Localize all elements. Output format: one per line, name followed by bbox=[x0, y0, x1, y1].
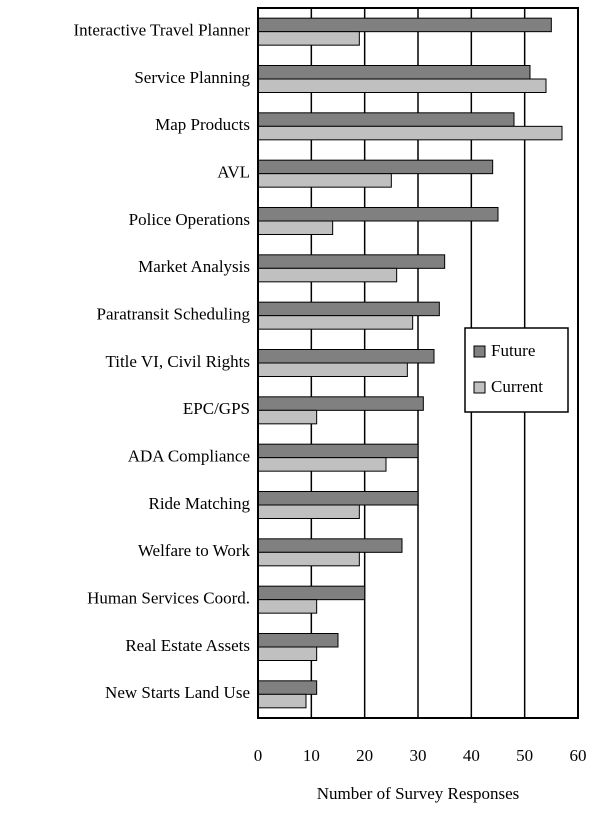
y-tick-label: Market Analysis bbox=[138, 257, 250, 276]
bar bbox=[257, 693, 307, 709]
bar bbox=[257, 17, 552, 33]
bar bbox=[257, 173, 392, 188]
bar bbox=[257, 396, 424, 411]
y-tick-label: Paratransit Scheduling bbox=[97, 305, 251, 324]
legend-box bbox=[464, 327, 569, 413]
legend-label: Current bbox=[491, 377, 543, 396]
bar bbox=[257, 646, 318, 661]
y-tick-label: AVL bbox=[217, 163, 250, 182]
x-tick-label: 30 bbox=[410, 746, 427, 765]
y-tick-label: Human Services Coord. bbox=[87, 589, 250, 608]
bar bbox=[257, 125, 563, 141]
y-tick-label: Welfare to Work bbox=[138, 541, 251, 560]
bar bbox=[257, 65, 531, 80]
bar bbox=[257, 207, 499, 222]
bar bbox=[257, 443, 419, 459]
bar bbox=[257, 504, 360, 519]
bar bbox=[257, 538, 403, 553]
x-tick-label: 10 bbox=[303, 746, 320, 765]
y-tick-label: EPC/GPS bbox=[183, 399, 250, 418]
legend-swatch bbox=[473, 381, 486, 394]
x-tick-label: 0 bbox=[254, 746, 263, 765]
y-tick-label: Ride Matching bbox=[148, 494, 250, 513]
bar bbox=[257, 112, 515, 127]
bar bbox=[257, 409, 318, 425]
x-tick-label: 40 bbox=[463, 746, 480, 765]
x-tick-label: 50 bbox=[516, 746, 533, 765]
y-tick-label: New Starts Land Use bbox=[105, 683, 250, 702]
y-tick-label: Real Estate Assets bbox=[125, 636, 250, 655]
bar bbox=[257, 315, 414, 330]
bar bbox=[257, 551, 360, 567]
y-tick-label: Service Planning bbox=[134, 68, 250, 87]
y-tick-label: Map Products bbox=[155, 115, 250, 134]
bar bbox=[257, 599, 318, 614]
bar bbox=[257, 633, 339, 648]
y-tick-label: ADA Compliance bbox=[128, 447, 250, 466]
legend-swatch bbox=[473, 345, 486, 358]
bar bbox=[257, 267, 398, 283]
x-axis-title: Number of Survey Responses bbox=[317, 784, 520, 803]
bar bbox=[257, 457, 387, 472]
y-tick-label: Title VI, Civil Rights bbox=[105, 352, 250, 371]
bar bbox=[257, 491, 419, 506]
bar bbox=[257, 585, 366, 601]
bar bbox=[257, 680, 318, 695]
bar bbox=[257, 78, 547, 93]
legend-label: Future bbox=[491, 341, 535, 360]
bar bbox=[257, 31, 360, 46]
y-tick-label: Police Operations bbox=[129, 210, 250, 229]
bar bbox=[257, 254, 446, 269]
bar bbox=[257, 159, 494, 175]
x-tick-label: 60 bbox=[570, 746, 587, 765]
y-tick-label: Interactive Travel Planner bbox=[73, 21, 250, 40]
bar bbox=[257, 349, 435, 364]
bar bbox=[257, 220, 334, 235]
bar bbox=[257, 301, 440, 317]
x-tick-label: 20 bbox=[356, 746, 373, 765]
bar bbox=[257, 362, 408, 377]
plot-frame bbox=[257, 7, 579, 719]
